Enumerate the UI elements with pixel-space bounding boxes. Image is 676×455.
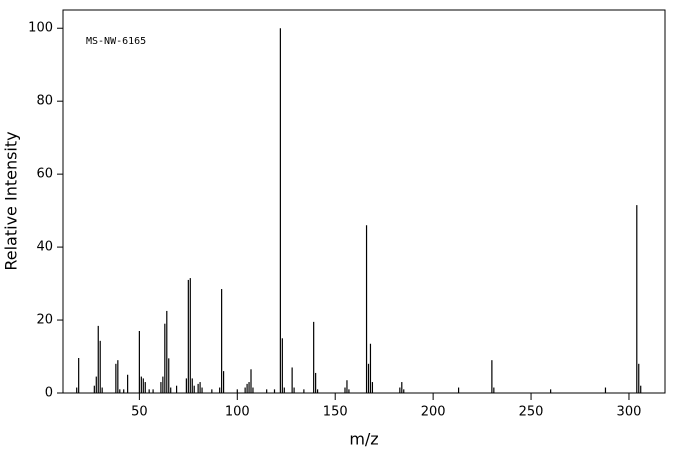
x-tick-label: 50 — [131, 405, 148, 420]
x-tick-label: 250 — [519, 405, 544, 420]
y-tick-label: 100 — [28, 21, 53, 36]
plot-frame — [62, 9, 666, 394]
x-tick-label: 100 — [225, 405, 250, 420]
annotation: MS-NW-6165 — [86, 36, 146, 47]
y-tick-label: 0 — [45, 386, 53, 401]
y-tick-label: 60 — [36, 167, 53, 182]
y-axis-title: Relative Intensity — [2, 131, 21, 270]
x-tick-label: 150 — [323, 405, 348, 420]
x-tick-label: 200 — [421, 405, 446, 420]
x-tick-label: 300 — [617, 405, 642, 420]
x-axis-title: m/z — [349, 430, 378, 449]
y-tick-label: 80 — [36, 94, 53, 109]
y-tick-label: 20 — [36, 313, 53, 328]
y-tick-label: 40 — [36, 240, 53, 255]
